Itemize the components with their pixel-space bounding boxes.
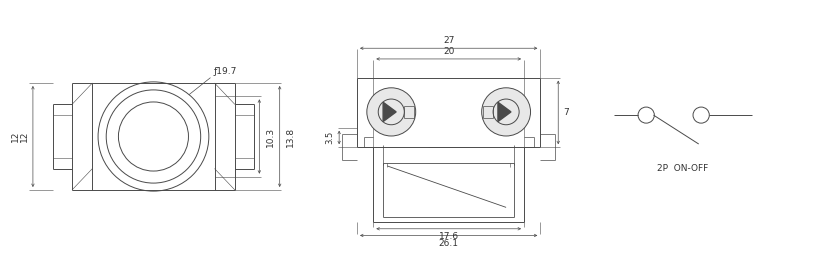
Text: 20: 20 — [442, 47, 454, 56]
Polygon shape — [382, 102, 396, 121]
Text: 17.6: 17.6 — [438, 232, 458, 241]
Ellipse shape — [98, 82, 209, 191]
Text: 12: 12 — [20, 131, 29, 142]
Text: 12: 12 — [11, 131, 20, 142]
Text: 3.5: 3.5 — [325, 131, 334, 144]
Text: 2P  ON-OFF: 2P ON-OFF — [656, 164, 708, 173]
Text: 26.1: 26.1 — [438, 239, 458, 248]
Text: ƒ19.7: ƒ19.7 — [214, 67, 237, 76]
Text: 10.3: 10.3 — [265, 126, 274, 147]
Polygon shape — [497, 102, 510, 121]
Text: 27: 27 — [442, 36, 454, 45]
Text: 13.8: 13.8 — [286, 126, 295, 147]
Text: 7: 7 — [563, 108, 568, 117]
Ellipse shape — [481, 88, 530, 136]
Ellipse shape — [366, 88, 415, 136]
